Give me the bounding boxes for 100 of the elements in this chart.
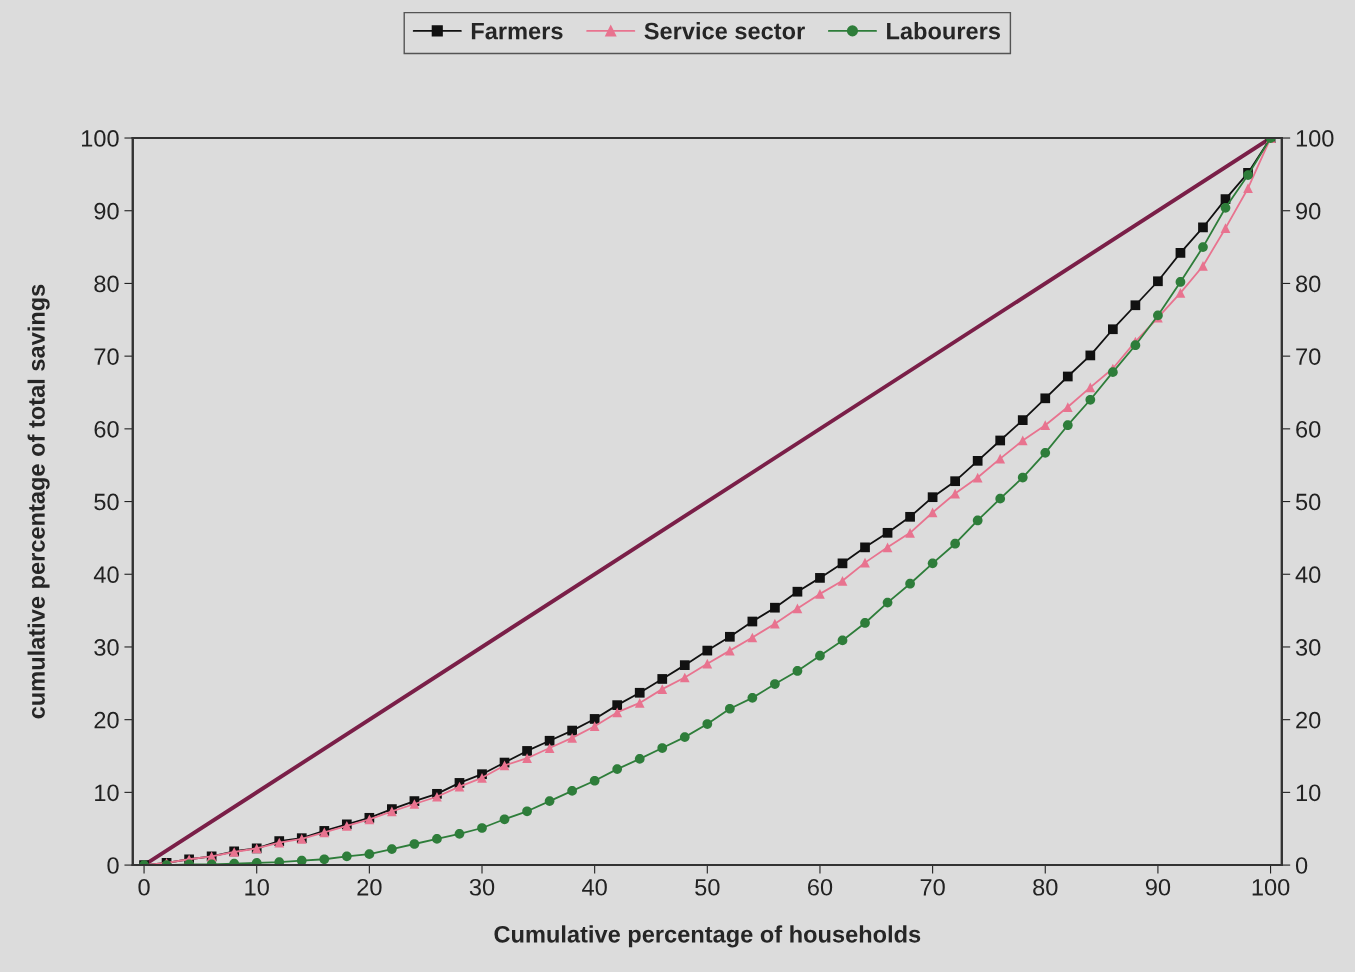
point xyxy=(1040,393,1051,404)
point xyxy=(972,472,983,483)
point xyxy=(1040,447,1051,458)
point xyxy=(567,725,577,736)
point xyxy=(792,666,803,676)
x-tick-label: 70 xyxy=(920,878,945,896)
point xyxy=(950,476,960,487)
point xyxy=(972,515,983,526)
point xyxy=(1017,415,1028,425)
point xyxy=(927,492,938,503)
point xyxy=(927,507,938,518)
point xyxy=(747,693,758,703)
point xyxy=(589,721,600,732)
y2-tick-label: 40 xyxy=(1295,566,1321,584)
point xyxy=(1220,202,1231,213)
point xyxy=(724,631,735,642)
y2-tick-label: 20 xyxy=(1296,711,1321,729)
legend-label: Labourers xyxy=(887,22,1000,40)
point xyxy=(522,806,532,817)
point xyxy=(567,732,577,743)
point xyxy=(1107,367,1118,377)
point xyxy=(1062,371,1073,382)
y-tick-label: 90 xyxy=(94,202,119,220)
point xyxy=(499,814,510,825)
point xyxy=(1198,222,1208,233)
point xyxy=(567,786,577,796)
y-tick-label: 30 xyxy=(94,639,119,656)
y-tick-label: 70 xyxy=(94,348,119,365)
point xyxy=(792,586,803,597)
y2-tick-label: 50 xyxy=(1295,493,1321,511)
point xyxy=(319,854,330,865)
point xyxy=(387,844,397,854)
point xyxy=(882,597,893,608)
point xyxy=(815,573,825,583)
x-tick-label: 90 xyxy=(1145,878,1171,896)
point xyxy=(792,603,803,614)
point xyxy=(477,823,487,833)
point xyxy=(1175,288,1186,298)
y-axis-title: cumulative percentage of total savings xyxy=(27,284,50,719)
point xyxy=(972,455,983,466)
point xyxy=(679,732,690,742)
point xyxy=(1198,242,1208,252)
y2-tick-label: 0 xyxy=(1295,857,1308,874)
x-tick-label: 80 xyxy=(1033,878,1058,896)
point xyxy=(657,743,668,753)
point xyxy=(1085,350,1096,361)
x-tick-label: 100 xyxy=(1252,878,1290,896)
x-axis-title: Cumulative percentage of households xyxy=(494,925,921,948)
point xyxy=(950,538,960,549)
point xyxy=(544,743,555,753)
point xyxy=(364,849,375,860)
point xyxy=(1085,394,1096,405)
point xyxy=(1040,420,1051,431)
y-tick-label: 40 xyxy=(93,566,119,584)
y2-tick-label: 30 xyxy=(1295,639,1321,656)
x-tick-label: 10 xyxy=(245,878,269,896)
y-tick-label: 20 xyxy=(94,711,119,729)
y2-tick-label: 10 xyxy=(1296,784,1321,802)
point xyxy=(905,511,915,522)
point xyxy=(1243,183,1253,194)
x-tick-label: 50 xyxy=(695,878,720,896)
point xyxy=(612,700,623,710)
y-tick-label: 10 xyxy=(95,784,119,802)
y2-tick-label: 100 xyxy=(1296,130,1334,147)
legend-label: Service sector xyxy=(644,22,805,40)
point xyxy=(882,527,893,538)
x-tick-label: 40 xyxy=(582,878,607,896)
point xyxy=(341,851,352,862)
y-tick-label: 60 xyxy=(94,420,119,438)
y2-tick-label: 70 xyxy=(1296,348,1321,365)
point xyxy=(747,632,758,643)
point xyxy=(702,645,713,656)
point xyxy=(770,602,780,613)
point xyxy=(409,839,420,849)
point xyxy=(634,698,645,708)
point xyxy=(612,764,623,774)
point xyxy=(882,542,893,553)
point xyxy=(927,558,938,569)
point xyxy=(544,796,555,806)
point xyxy=(1107,324,1118,335)
point xyxy=(1130,340,1141,351)
point xyxy=(837,558,848,569)
y-tick-label: 80 xyxy=(94,275,119,293)
point xyxy=(679,660,690,670)
point xyxy=(612,707,623,718)
point xyxy=(657,674,668,684)
y-tick-label: 100 xyxy=(82,130,119,147)
y-tick-label: 0 xyxy=(107,857,119,874)
point xyxy=(589,714,600,724)
point xyxy=(995,453,1006,464)
point xyxy=(860,618,870,628)
point xyxy=(950,488,960,499)
point xyxy=(837,575,848,586)
y2-tick-label: 80 xyxy=(1296,275,1321,293)
point xyxy=(1017,472,1028,483)
point xyxy=(702,658,713,669)
point xyxy=(905,578,915,589)
point xyxy=(1220,223,1231,234)
y-tick-label: 50 xyxy=(94,493,119,511)
point xyxy=(679,672,690,683)
